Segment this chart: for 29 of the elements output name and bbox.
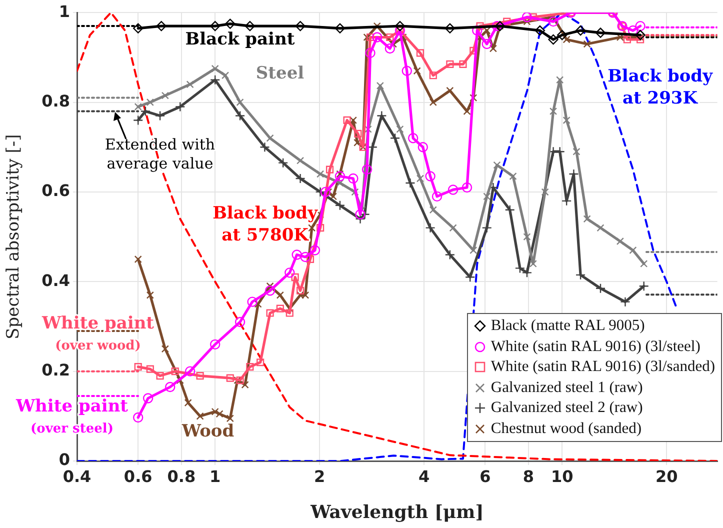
annotation: Black body at 5780K [212, 203, 319, 246]
legend-label: Galvanized steel 1 (raw) [490, 378, 643, 398]
y-tick-label: 1 [58, 2, 70, 21]
annotation: Black body at 293K [608, 66, 714, 108]
legend-label: White (satin RAL 9016) (3l/steel) [490, 336, 700, 356]
y-tick-label: 0.6 [42, 181, 70, 200]
x-axis-title: Wavelength [μm] [310, 502, 484, 523]
y-axis-title: Spectral absorptivity [-] [4, 134, 24, 340]
annotation: Wood [180, 421, 234, 442]
y-tick-label: 0.2 [42, 360, 70, 380]
legend-label: Chestnut wood (sanded) [490, 418, 642, 438]
x-tick-label: 0.6 [124, 466, 152, 486]
legend-label: Galvanized steel 2 (raw) [490, 398, 643, 418]
x-tick-label: 2 [314, 466, 326, 486]
x-tick-label: 1 [210, 466, 221, 486]
x-tick-label: 8 [522, 466, 534, 486]
y-tick-label: 0 [58, 450, 70, 470]
x-tick-label: 6 [480, 466, 491, 486]
y-tick-label: 0.8 [42, 91, 70, 110]
annotation: Extended with average value [104, 135, 216, 172]
legend-label: Black (matte RAL 9005) [490, 316, 645, 336]
legend-label: White (satin RAL 9016) (3l/sanded) [490, 357, 715, 377]
x-tick-label: 20 [655, 466, 678, 486]
y-tick-label: 0.4 [42, 270, 70, 290]
x-tick-label: 4 [418, 466, 430, 486]
annotation: Steel [256, 63, 305, 84]
x-tick-label: 10 [550, 466, 574, 486]
annotation: Black paint [185, 29, 295, 50]
x-tick-label: 0.8 [167, 466, 196, 486]
